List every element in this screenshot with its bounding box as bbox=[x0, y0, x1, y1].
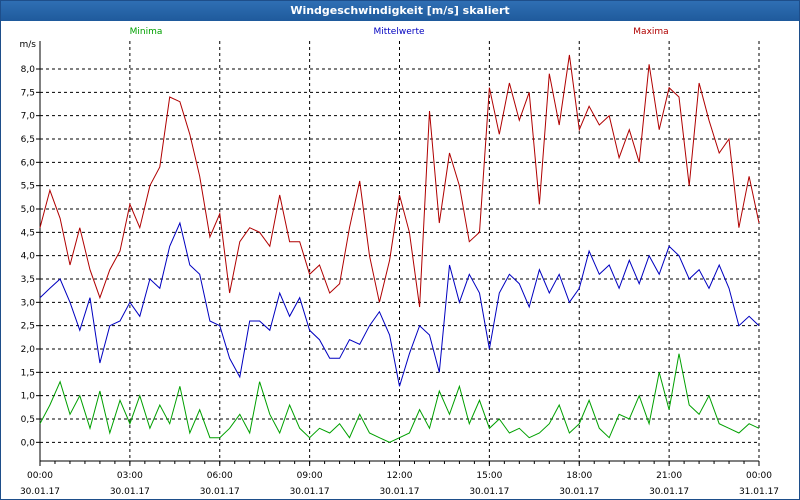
window-title: Windgeschwindigkeit [m/s] skaliert bbox=[1, 1, 799, 21]
x-tick-date: 30.01.17 bbox=[649, 487, 689, 497]
x-tick-time: 12:00 bbox=[387, 471, 413, 481]
axes bbox=[36, 41, 760, 466]
y-tick-label: 0,0 bbox=[21, 438, 36, 448]
x-tick-time: 00:00 bbox=[27, 471, 53, 481]
x-tick-date: 31.01.17 bbox=[739, 487, 779, 497]
y-tick-label: 5,5 bbox=[21, 182, 35, 192]
y-tick-label: 0,5 bbox=[21, 415, 35, 425]
x-tick-date: 30.01.17 bbox=[559, 487, 599, 497]
y-tick-label: 4,5 bbox=[21, 228, 35, 238]
x-tick-time: 15:00 bbox=[476, 471, 502, 481]
y-tick-labels: 0,0 0,5 1,0 1,5 2,0 2,5 3,0 3,5 4,0 4,5 5,0 5,5 6,0 6… bbox=[20, 40, 37, 448]
y-tick-label: 2,0 bbox=[21, 345, 36, 355]
y-tick-label: 6,0 bbox=[21, 158, 36, 168]
legend: Minima Mittelwerte Maxima bbox=[130, 27, 669, 37]
y-tick-label: 6,5 bbox=[21, 135, 35, 145]
grid-lines bbox=[40, 41, 760, 461]
x-tick-date: 30.01.17 bbox=[469, 487, 509, 497]
y-tick-label: 2,5 bbox=[21, 322, 35, 332]
legend-item-maxima: Maxima bbox=[633, 27, 668, 37]
x-tick-time: 00:00 bbox=[746, 471, 772, 481]
y-axis-unit-label: m/s bbox=[20, 40, 37, 50]
series-line-mittelwerte bbox=[39, 221, 760, 387]
y-tick-label: 1,5 bbox=[21, 368, 35, 378]
series-line-minima bbox=[39, 353, 760, 443]
y-tick-label: 7,5 bbox=[21, 88, 35, 98]
series-line-maxima bbox=[39, 54, 760, 308]
y-tick-label: 3,0 bbox=[21, 298, 36, 308]
x-tick-date: 30.01.17 bbox=[290, 487, 330, 497]
y-tick-label: 4,0 bbox=[21, 252, 36, 262]
x-tick-date: 30.01.17 bbox=[200, 487, 240, 497]
x-tick-date: 30.01.17 bbox=[110, 487, 150, 497]
y-tick-label: 1,0 bbox=[21, 392, 36, 402]
y-tick-label: 3,5 bbox=[21, 275, 35, 285]
x-tick-time: 03:00 bbox=[117, 471, 143, 481]
y-tick-label: 8,0 bbox=[21, 65, 36, 75]
x-tick-date: 30.01.17 bbox=[379, 487, 419, 497]
x-tick-time: 09:00 bbox=[297, 471, 323, 481]
x-tick-date: 30.01.17 bbox=[20, 487, 60, 497]
y-tick-label: 7,0 bbox=[21, 112, 36, 122]
legend-item-mittelwerte: Mittelwerte bbox=[373, 27, 424, 37]
series-lines bbox=[39, 54, 760, 443]
legend-item-minima: Minima bbox=[130, 27, 163, 37]
x-tick-time: 21:00 bbox=[656, 471, 682, 481]
x-tick-time: 18:00 bbox=[566, 471, 592, 481]
y-tick-label: 5,0 bbox=[21, 205, 36, 215]
x-tick-labels: 00:00 30.01.17 03:00 30.01.17 06:00 30.01.17 0… bbox=[20, 471, 779, 497]
x-tick-time: 06:00 bbox=[207, 471, 233, 481]
